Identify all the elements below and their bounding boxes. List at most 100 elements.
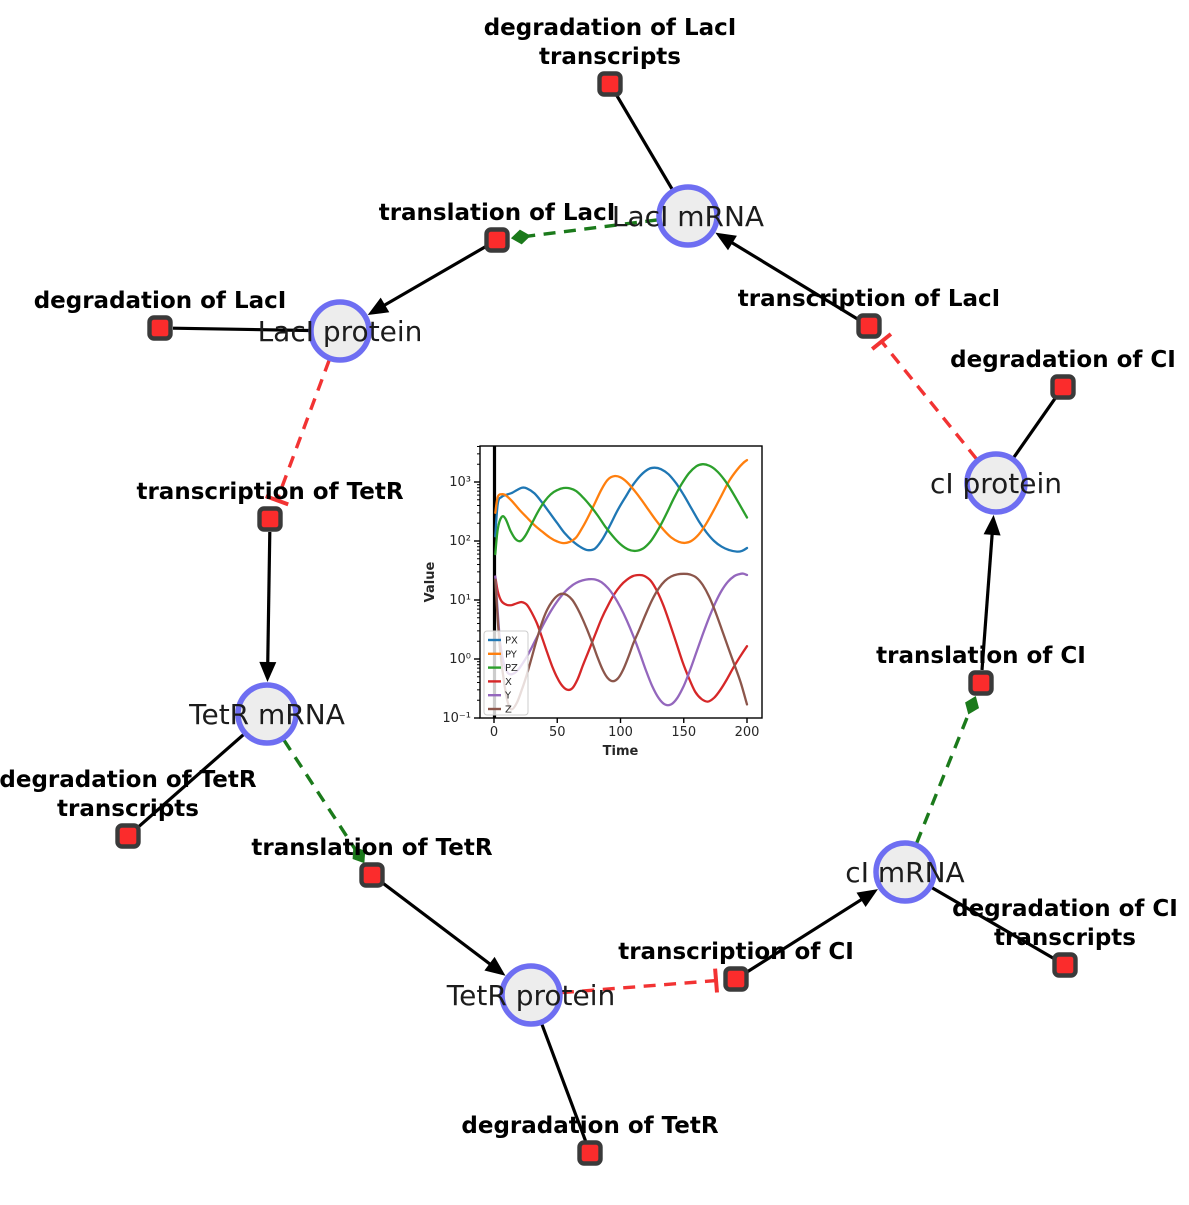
- edge-line: [930, 886, 1055, 960]
- diamond-modifier-icon: [510, 229, 531, 245]
- edge-line: [172, 326, 310, 333]
- process-label-deg_ci-line0: degradation of CI: [950, 347, 1176, 373]
- process-label-deg_laci_tx-line1: transcripts: [539, 44, 681, 70]
- y-tick-label: 10⁰: [449, 652, 471, 667]
- edges-layer: [136, 94, 1057, 1142]
- edge-consumption-ci_mrna-deg_ci_tx: [930, 886, 1055, 960]
- edge-production-tx_tetr-tetr_mrna: [259, 531, 277, 682]
- arrowhead-icon: [983, 514, 1001, 536]
- chart-series-X: [494, 573, 749, 703]
- edge-consumption-ci_protein-deg_ci: [1012, 396, 1057, 459]
- chart-series-PY: [494, 458, 749, 545]
- y-tick-label: 10²: [449, 534, 471, 549]
- inhibition-tbar-icon: [713, 968, 719, 993]
- chart-legend: PX PY PZ XYZ: [483, 630, 529, 716]
- process-node-deg_tetr[interactable]: [577, 1140, 603, 1166]
- species-node-laci_mrna[interactable]: [656, 184, 720, 248]
- legend-label-X: X: [505, 677, 512, 688]
- node-labels-layer: LacI mRNA LacI protein cI protein TetR mRNA…: [0, 15, 1178, 1139]
- edge-line: [615, 94, 674, 191]
- species-node-ci_mrna[interactable]: [873, 840, 937, 904]
- arrowhead-icon: [367, 297, 390, 315]
- edge-modifier-tetr_mrna-tl_tetr: [282, 739, 366, 864]
- species-label-tetr_protein: TetR protein: [446, 979, 615, 1012]
- process-label-tx_laci-line0: transcription of LacI: [738, 286, 1001, 312]
- edge-line: [728, 239, 859, 321]
- species-node-tetr_mrna[interactable]: [235, 682, 299, 746]
- process-label-deg_tetr-line0: degradation of TetR: [461, 1113, 718, 1139]
- edge-inhibition-tetr_protein-tx_ci: [561, 968, 719, 995]
- chart-series-PZ: [494, 463, 749, 556]
- process-label-deg_tetr_tx-line0: degradation of TetR: [0, 767, 257, 793]
- species-label-tetr_mrna: TetR mRNA: [188, 698, 345, 731]
- legend-label-PY: PY: [505, 649, 518, 660]
- edge-line: [1012, 396, 1057, 459]
- process-node-tx_ci[interactable]: [723, 966, 749, 992]
- edge-line: [275, 359, 331, 501]
- x-tick-label: 0: [490, 725, 498, 740]
- diamond-modifier-icon: [965, 696, 979, 715]
- process-label-tl_tetr-line0: translation of TetR: [251, 835, 492, 861]
- legend-label-Y: Y: [504, 691, 512, 702]
- process-label-tl_laci-line0: translation of LacI: [379, 200, 616, 226]
- process-label-tx_ci-line0: transcription of CI: [618, 939, 854, 965]
- y-tick-label: 10³: [449, 475, 471, 490]
- edge-production-tx_laci-laci_mrna: [715, 232, 859, 321]
- edge-line: [380, 245, 487, 309]
- process-label-tx_tetr-line0: transcription of TetR: [136, 479, 403, 505]
- edge-production-tx_ci-ci_mrna: [746, 889, 878, 974]
- y-tick-label: 10¹: [449, 593, 471, 608]
- x-tick-label: 200: [735, 725, 760, 740]
- species-node-tetr_protein[interactable]: [499, 963, 563, 1027]
- y-tick-label: 10⁻¹: [442, 711, 471, 726]
- process-node-tl_tetr[interactable]: [359, 862, 385, 888]
- species-node-laci_protein[interactable]: [308, 299, 372, 363]
- species-node-ci_protein[interactable]: [964, 451, 1028, 515]
- process-node-tx_tetr[interactable]: [257, 506, 283, 532]
- edge-line: [915, 710, 972, 844]
- species-label-ci_protein: cI protein: [930, 467, 1062, 500]
- edge-consumption-laci_protein-deg_laci: [172, 326, 310, 333]
- process-label-tl_ci-line0: translation of CI: [876, 643, 1086, 669]
- edge-inhibition-laci_protein-tx_tetr: [265, 359, 331, 507]
- diamond-modifier-icon: [352, 846, 366, 864]
- process-node-deg_laci_tx[interactable]: [597, 71, 623, 97]
- edge-production-tl_laci-laci_protein: [367, 245, 487, 315]
- inhibition-tbar-icon: [265, 494, 289, 507]
- x-tick-label: 150: [671, 725, 696, 740]
- process-node-deg_laci[interactable]: [147, 315, 173, 341]
- edge-production-tl_ci-ci_protein: [980, 514, 1001, 671]
- process-label-deg_laci_tx-line0: degradation of LacI: [484, 15, 737, 41]
- edge-line: [381, 881, 494, 968]
- edge-line: [880, 340, 978, 460]
- edge-modifier-ci_mrna-tl_ci: [915, 696, 979, 844]
- x-axis-label: Time: [603, 744, 639, 759]
- legend-label-PX: PX: [505, 636, 518, 647]
- edge-line: [561, 978, 717, 995]
- process-node-deg_ci[interactable]: [1050, 374, 1076, 400]
- edge-line: [540, 1023, 587, 1142]
- species-label-ci_mrna: cI mRNA: [845, 856, 964, 889]
- species-label-laci_mrna: LacI mRNA: [612, 200, 764, 233]
- process-node-tx_laci[interactable]: [856, 313, 882, 339]
- edge-line: [282, 739, 358, 851]
- process-node-tl_ci[interactable]: [968, 670, 994, 696]
- edge-inhibition-ci_protein-tx_laci: [870, 332, 978, 460]
- edge-line: [526, 218, 658, 238]
- y-axis-label: Value: [423, 561, 438, 602]
- process-label-deg_tetr_tx-line1: transcripts: [57, 796, 199, 822]
- edge-modifier-laci_mrna-tl_laci: [510, 218, 658, 245]
- edge-consumption-tetr_protein-deg_tetr: [540, 1023, 587, 1142]
- edge-consumption-laci_mrna-deg_laci_tx: [615, 94, 674, 191]
- arrowhead-icon: [856, 889, 878, 907]
- arrowhead-icon: [484, 956, 506, 976]
- process-node-deg_tetr_tx[interactable]: [115, 823, 141, 849]
- edge-consumption-tetr_mrna-deg_tetr_tx: [136, 733, 245, 829]
- nodes-layer: [115, 71, 1078, 1166]
- edge-line: [746, 896, 866, 974]
- process-node-deg_ci_tx[interactable]: [1052, 952, 1078, 978]
- arrowhead-icon: [259, 661, 277, 682]
- process-node-tl_laci[interactable]: [484, 227, 510, 253]
- process-label-deg_ci_tx-line1: transcripts: [994, 925, 1136, 951]
